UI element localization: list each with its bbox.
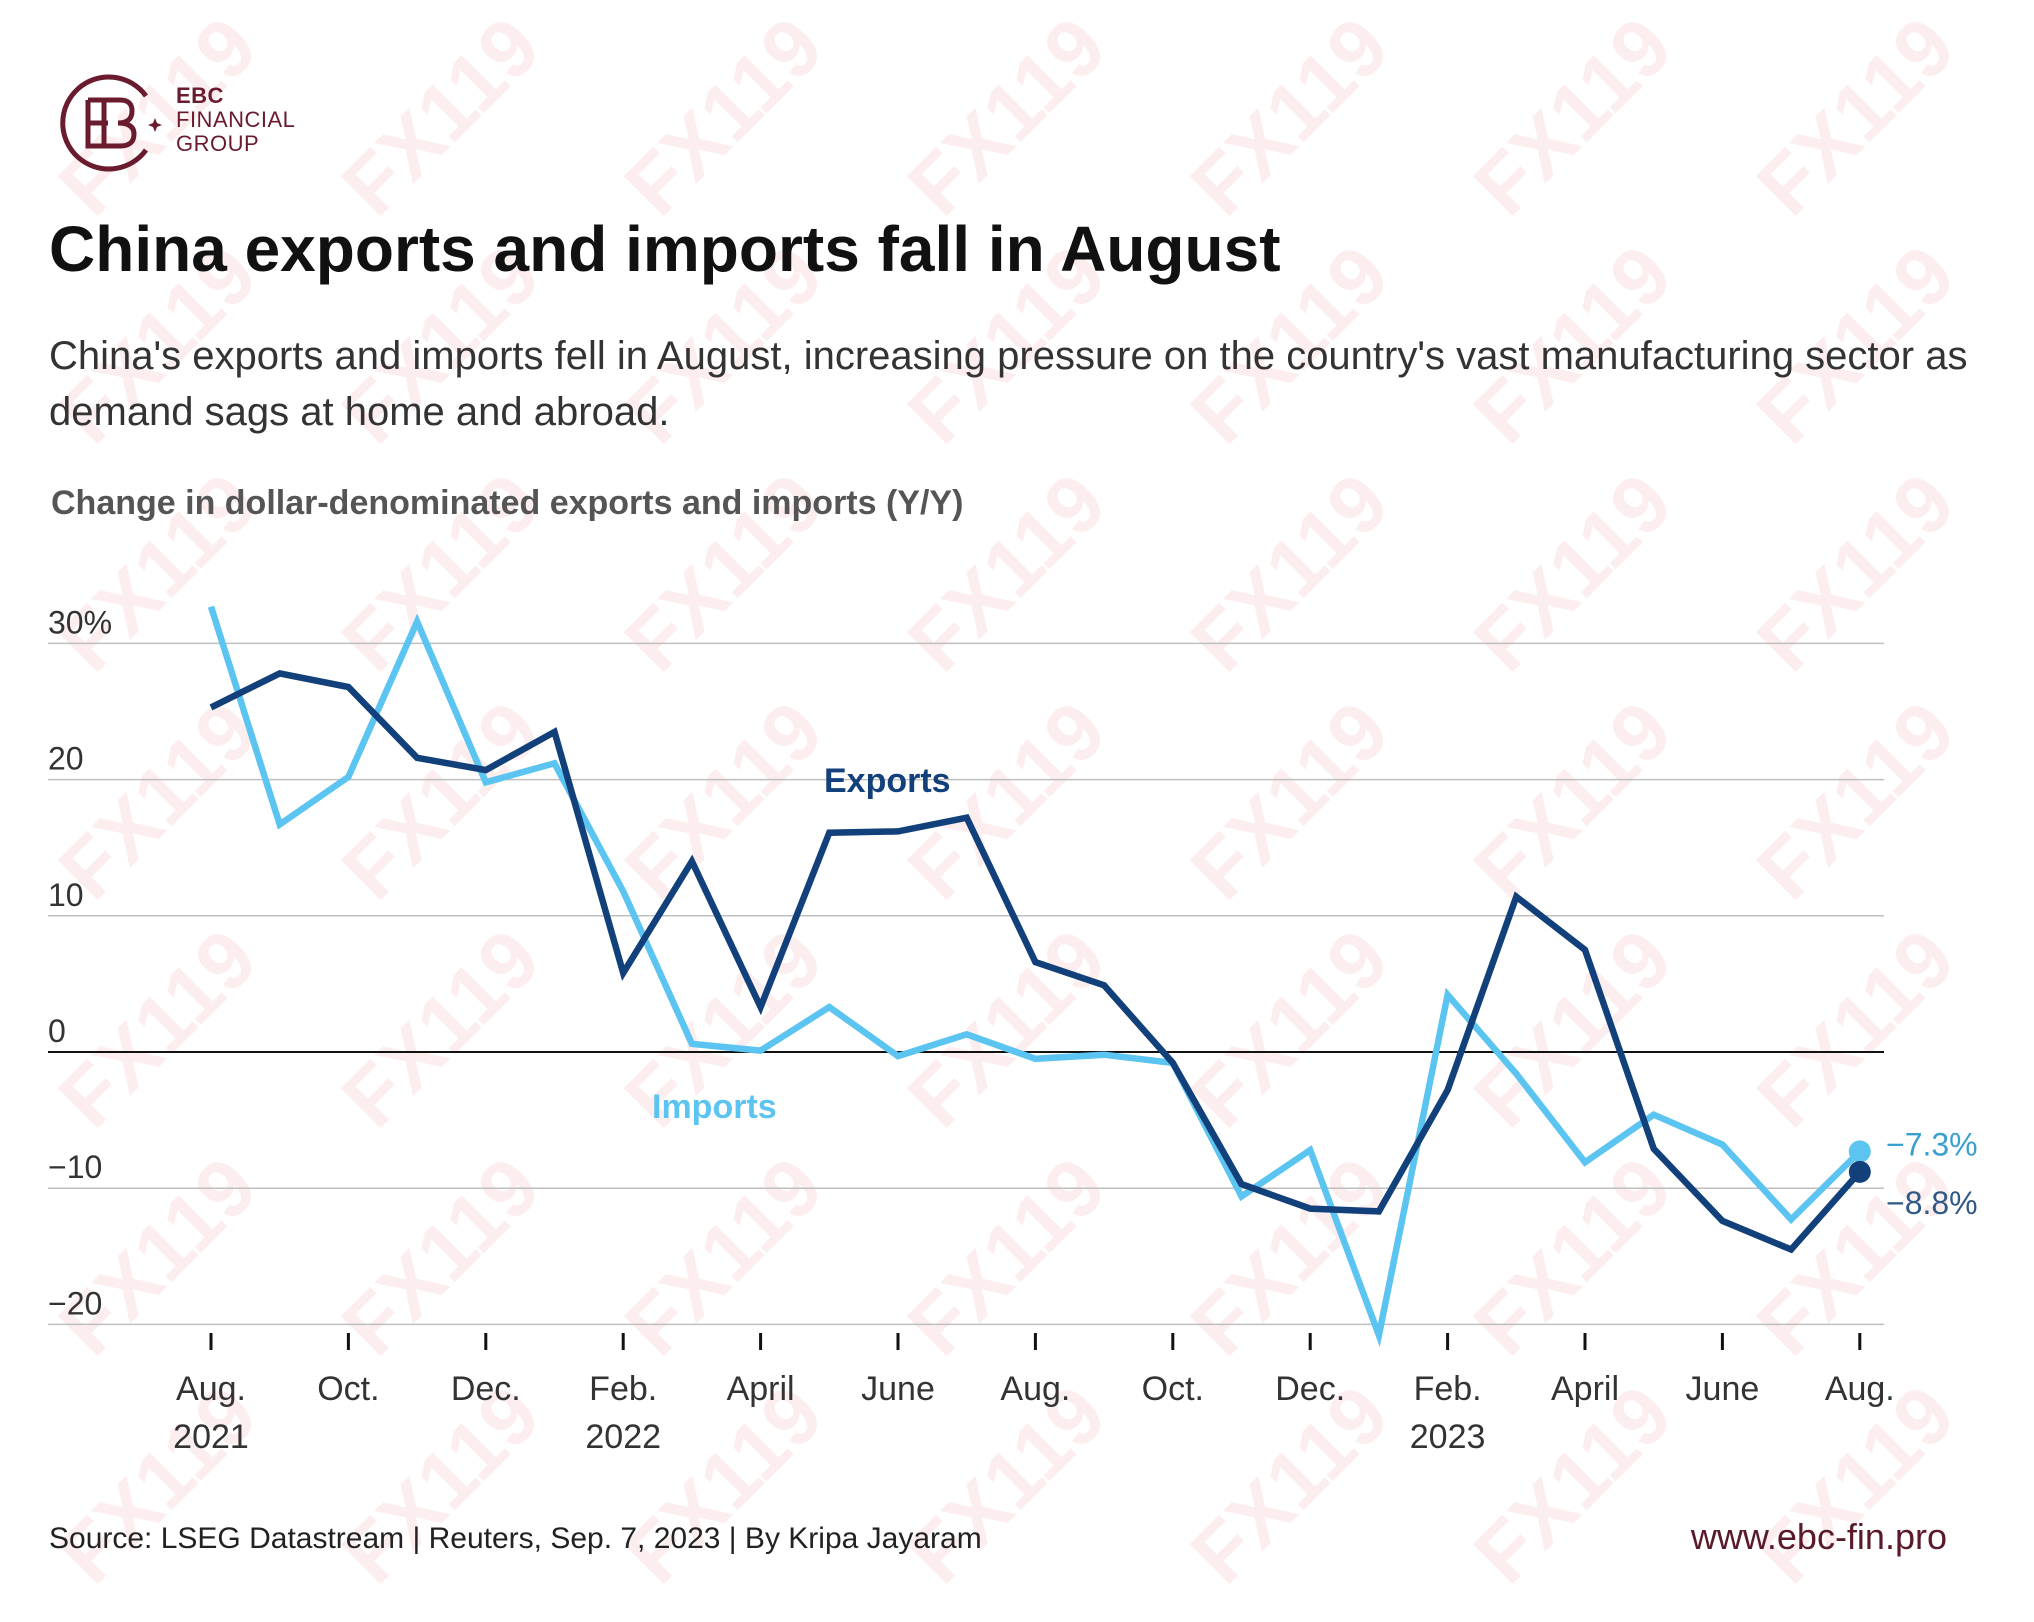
page-title: China exports and imports fall in August xyxy=(49,213,1281,285)
endpoint-dot-exports xyxy=(1848,1160,1871,1183)
x-tick-label: Feb. xyxy=(589,1370,657,1408)
series-line-exports xyxy=(209,669,1863,1254)
y-tick-label: −20 xyxy=(48,1285,102,1321)
brand-line-3: GROUP xyxy=(176,131,260,156)
x-tick-label: Aug. xyxy=(176,1370,246,1408)
source-note: Source: LSEG Datastream | Reuters, Sep. … xyxy=(49,1522,982,1555)
x-tick-label: April xyxy=(1551,1370,1619,1408)
x-tick-year-label: 2022 xyxy=(585,1418,661,1456)
x-tick-year-label: 2021 xyxy=(173,1418,249,1456)
y-tick-label: 20 xyxy=(48,741,84,777)
chart-title: Change in dollar-denominated exports and… xyxy=(51,484,964,522)
x-tick-label: Oct. xyxy=(317,1370,379,1408)
y-axis-labels: 30% 20 10 0 −10 −20 xyxy=(48,604,112,1321)
grid-lines xyxy=(48,642,1884,1326)
ebc-logo-icon xyxy=(60,74,162,172)
x-tick-label: June xyxy=(1686,1370,1760,1408)
y-tick-label: 10 xyxy=(48,877,84,913)
end-value-imports: −7.3% xyxy=(1886,1126,1978,1162)
y-tick-label: 30% xyxy=(48,604,112,640)
y-tick-label: −10 xyxy=(48,1149,102,1185)
x-axis: Aug. 2021 Oct. Dec. Feb. 2022 April June Aug. Oct… xyxy=(173,1333,1895,1456)
x-tick-label: Aug. xyxy=(1000,1370,1070,1408)
series-label-imports: Imports xyxy=(652,1088,777,1126)
series-line-imports xyxy=(207,605,1863,1348)
x-tick-label: Dec. xyxy=(451,1370,521,1408)
endpoint-dot-imports xyxy=(1848,1140,1871,1163)
x-tick-label: Dec. xyxy=(1275,1370,1345,1408)
y-tick-label: 0 xyxy=(48,1013,66,1049)
x-tick-label: Feb. xyxy=(1414,1370,1482,1408)
brand-line-2: FINANCIAL xyxy=(176,107,296,132)
series-label-exports: Exports xyxy=(824,762,951,800)
end-value-exports: −8.8% xyxy=(1886,1185,1978,1221)
website-link[interactable]: www.ebc-fin.pro xyxy=(1690,1516,1947,1557)
brand-line-1: EBC xyxy=(176,83,224,108)
x-tick-label: Oct. xyxy=(1142,1370,1204,1408)
page-subtitle: China's exports and imports fell in Augu… xyxy=(49,334,1968,434)
x-tick-label: Aug. xyxy=(1825,1370,1895,1408)
series-labels: Exports Imports −7.3% −8.8% xyxy=(652,762,1978,1221)
brand-name: EBC FINANCIAL GROUP xyxy=(176,84,295,156)
x-tick-label: June xyxy=(861,1370,935,1408)
x-tick-label: April xyxy=(727,1370,795,1408)
series-lines xyxy=(207,605,1871,1348)
x-tick-year-label: 2023 xyxy=(1410,1418,1486,1456)
